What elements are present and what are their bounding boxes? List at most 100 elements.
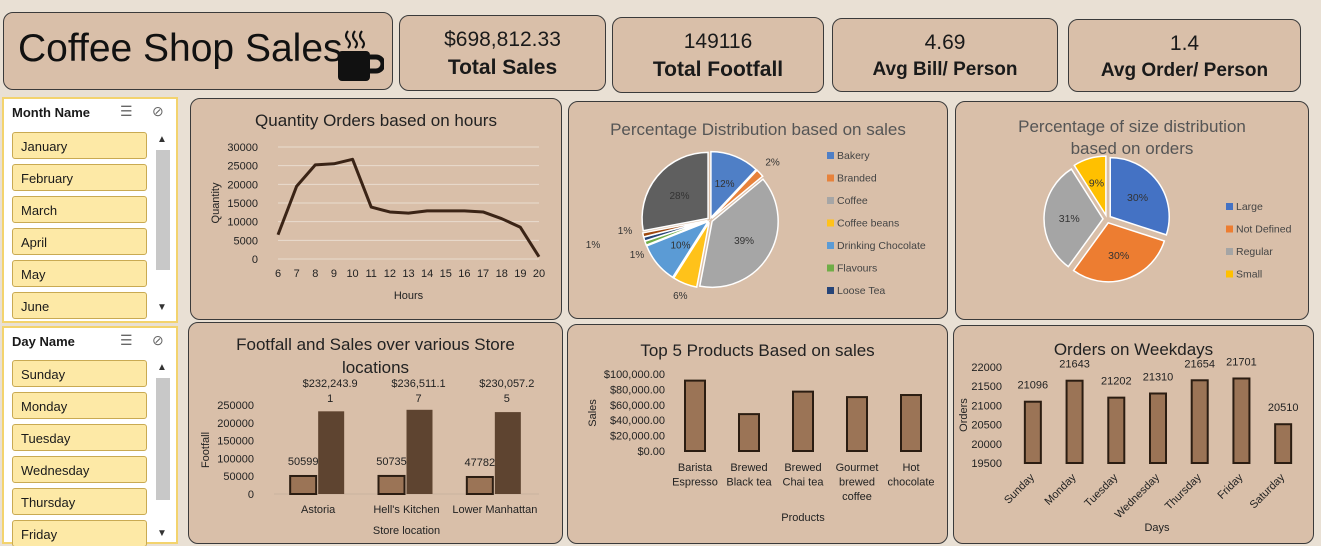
legend-label: Small — [1236, 269, 1262, 281]
weekday-orders-bar — [1190, 379, 1209, 464]
kpi-total-sales: $698,812.33 Total Sales — [399, 15, 606, 91]
x-tick-label: 11 — [366, 268, 377, 280]
store-footfall-sales-chart: Footfall and Sales over various Store lo… — [188, 322, 563, 544]
product-sales-bar — [684, 379, 706, 452]
slicer-header: Month Name ☰ ⊘ — [4, 99, 176, 125]
legend-swatch — [827, 152, 834, 159]
x-tick-label: 8 — [312, 268, 318, 280]
x-tick-label: 13 — [402, 268, 414, 280]
slicer-item-february[interactable]: February — [12, 164, 147, 191]
x-tick-label: 6 — [275, 268, 281, 280]
y-tick-label: $80,000.00 — [610, 384, 665, 396]
slicer-item-tuesday[interactable]: Tuesday — [12, 424, 147, 451]
footfall-data-label: 50599 — [288, 456, 319, 468]
chart-title: Orders on Weekdays — [1053, 340, 1214, 359]
x-tick-label: Black tea — [726, 477, 772, 489]
size-distribution-pie-chart: Percentage of size distribution based on… — [955, 101, 1309, 320]
x-tick-label: Sunday — [1002, 471, 1037, 506]
y-tick-label: 50000 — [223, 471, 254, 483]
footfall-bar — [377, 474, 406, 495]
pie-data-label: 6% — [673, 291, 688, 302]
legend-swatch — [827, 264, 834, 272]
y-tick-label: 30000 — [227, 142, 258, 154]
pie-slice — [672, 221, 710, 289]
scroll-thumb[interactable] — [156, 378, 170, 500]
y-tick-label: 15000 — [227, 198, 258, 210]
legend-label: Not Defined — [1236, 224, 1292, 236]
x-axis-label: Days — [1144, 522, 1170, 534]
slicer-item-wednesday[interactable]: Wednesday — [12, 456, 147, 483]
slicer-header: Day Name ☰ ⊘ — [4, 328, 176, 354]
multi-select-icon[interactable]: ☰ — [120, 103, 133, 119]
multi-select-icon[interactable]: ☰ — [120, 332, 133, 348]
x-tick-label: 14 — [421, 268, 433, 280]
x-tick-label: brewed — [839, 477, 875, 489]
y-tick-label: $100,000.00 — [604, 369, 665, 381]
pie-slice — [1073, 155, 1107, 218]
pie-data-label: 28% — [669, 191, 689, 202]
legend-label: Drinking Chocolate — [837, 240, 926, 252]
x-tick-label: 16 — [458, 268, 470, 280]
x-tick-label: Wednesday — [1113, 471, 1163, 521]
bar-data-label: 21643 — [1059, 359, 1090, 371]
slicer-scrollbar[interactable]: ▲ ▼ — [154, 132, 170, 318]
x-tick-label: 10 — [346, 268, 358, 280]
weekday-orders-chart: Orders on Weekdays 22000 21500 21000 20500 2… — [953, 325, 1314, 544]
y-tick-label: 10000 — [227, 217, 258, 229]
pie-data-label: 39% — [734, 236, 754, 247]
slicer-item-march[interactable]: March — [12, 196, 147, 223]
scroll-up-icon[interactable]: ▲ — [157, 362, 167, 373]
slicer-scrollbar[interactable]: ▲ ▼ — [154, 360, 170, 542]
y-tick-label: $60,000.00 — [610, 400, 665, 412]
kpi-total-footfall: 149116 Total Footfall — [612, 17, 824, 93]
weekday-orders-bar — [1274, 423, 1293, 465]
clear-filter-icon[interactable]: ⊘ — [152, 103, 164, 119]
y-tick-label: 21000 — [971, 400, 1002, 412]
pie-data-label: 2% — [765, 157, 780, 168]
bar-data-label: 21202 — [1101, 376, 1132, 388]
x-tick-label: 9 — [331, 268, 337, 280]
slicer-item-january[interactable]: January — [12, 132, 147, 159]
scroll-down-icon[interactable]: ▼ — [157, 302, 167, 313]
day-slicer: Day Name ☰ ⊘ Sunday Monday Tuesday Wedne… — [2, 326, 178, 546]
slicer-item-friday[interactable]: Friday — [12, 520, 147, 546]
pie-data-label: 31% — [1059, 213, 1080, 225]
slicer-item-june[interactable]: June — [12, 292, 147, 319]
scroll-up-icon[interactable]: ▲ — [157, 134, 167, 145]
kpi-label: Total Sales — [447, 56, 558, 79]
scroll-thumb[interactable] — [156, 150, 170, 270]
legend-swatch — [1226, 225, 1233, 233]
product-sales-bar — [792, 390, 814, 453]
slicer-title: Day Name — [12, 334, 75, 349]
store-footfall-svg: 250000 200000 150000 100000 50000 0 50599 $232,… — [200, 378, 539, 537]
hourly-orders-chart: Quantity Orders based on hours 30000 2500… — [190, 98, 562, 320]
slicer-item-may[interactable]: May — [12, 260, 147, 287]
slicer-item-monday[interactable]: Monday — [12, 392, 147, 419]
pie-slice — [1072, 221, 1166, 283]
sales-data-label: 1 — [327, 393, 333, 405]
hourly-orders-svg: 30000 25000 20000 15000 10000 5000 0 6 7 8 9 10 11 12… — [210, 142, 545, 302]
legend-label: Regular — [1236, 246, 1273, 258]
y-tick-label: 21500 — [971, 381, 1002, 393]
slicer-item-thursday[interactable]: Thursday — [12, 488, 147, 515]
bar-data-label: 21096 — [1018, 380, 1049, 392]
legend-swatch — [1226, 270, 1233, 278]
weekday-orders-bar — [1023, 400, 1042, 464]
x-tick-label: Brewed — [784, 462, 821, 474]
x-tick-label: 12 — [384, 268, 396, 280]
slicer-item-april[interactable]: April — [12, 228, 147, 255]
chart-title-line: based on orders — [1070, 139, 1194, 158]
clear-filter-icon[interactable]: ⊘ — [152, 332, 164, 348]
footfall-bar — [289, 474, 318, 495]
pie-slice — [710, 150, 758, 220]
scroll-down-icon[interactable]: ▼ — [157, 528, 167, 539]
x-axis-label: Hours — [394, 290, 424, 302]
slicer-item-sunday[interactable]: Sunday — [12, 360, 147, 387]
y-tick-label: 250000 — [217, 400, 254, 412]
sales-bar — [494, 412, 521, 494]
legend-label: Coffee beans — [837, 218, 899, 230]
chart-title-line: Footfall and Sales over various Store — [236, 335, 515, 354]
pie-data-label: 1% — [618, 226, 633, 237]
kpi-value: 4.69 — [924, 31, 966, 54]
y-tick-label: 20000 — [971, 439, 1002, 451]
